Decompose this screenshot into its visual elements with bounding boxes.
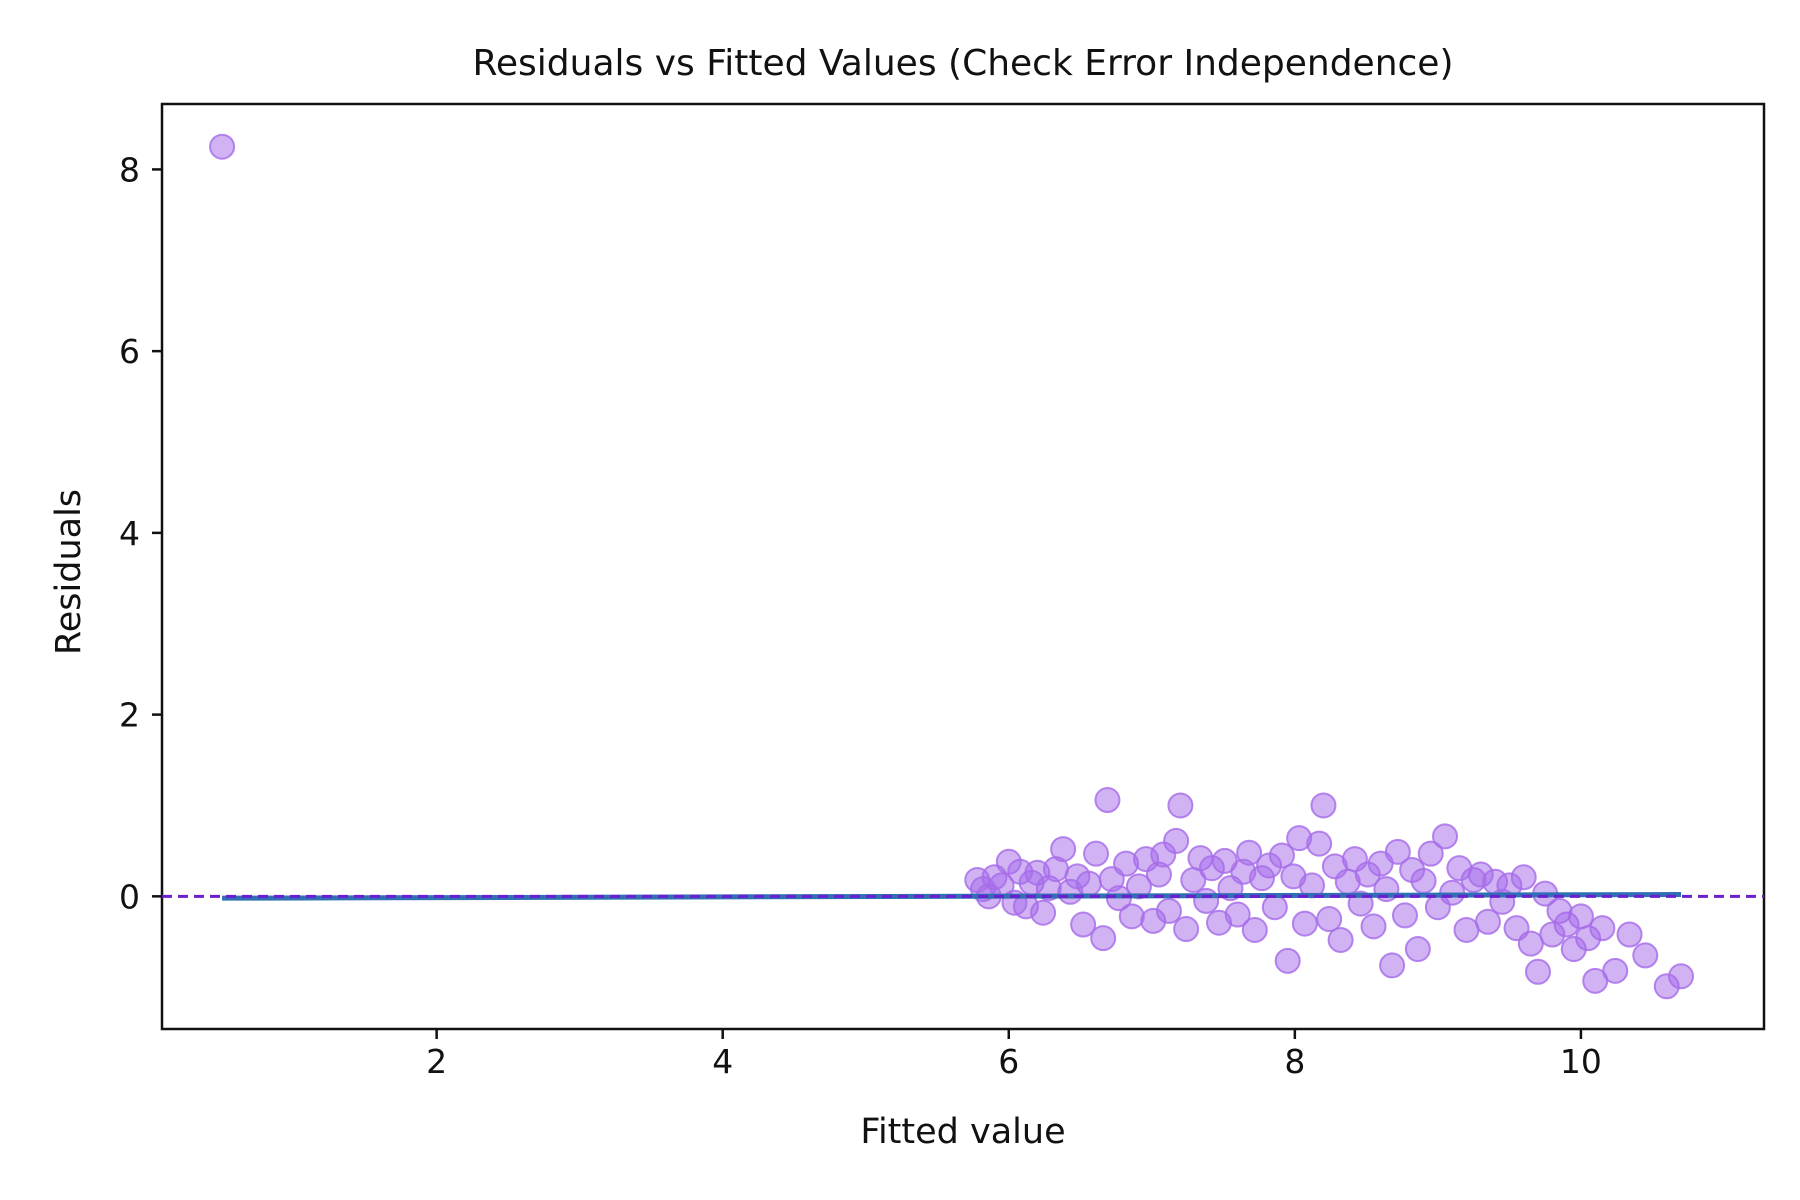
scatter-point-33 bbox=[1163, 827, 1190, 854]
scatter-point-50 bbox=[1268, 842, 1295, 869]
y-tick-label-3: 6 bbox=[119, 332, 140, 371]
x-tick-label-0: 2 bbox=[426, 1042, 447, 1081]
scatter-point-43 bbox=[1224, 901, 1251, 928]
scatter-point-100 bbox=[1616, 921, 1643, 948]
scatter-point-72 bbox=[1404, 936, 1431, 963]
scatter-point-60 bbox=[1327, 926, 1354, 953]
scatter-point-51 bbox=[1274, 947, 1301, 974]
scatter-point-89 bbox=[1525, 958, 1552, 985]
scatter-point-82 bbox=[1474, 908, 1501, 935]
scatter-point-70 bbox=[1391, 902, 1418, 929]
scatter-point-38 bbox=[1193, 887, 1220, 914]
scatter-point-0 bbox=[209, 133, 236, 160]
x-tick-label-1: 4 bbox=[712, 1042, 733, 1081]
x-axis-title: Fitted value bbox=[860, 1112, 1065, 1152]
scatter-point-32 bbox=[1155, 897, 1182, 924]
plot-frame bbox=[160, 102, 1766, 1031]
y-tick-label-1: 2 bbox=[119, 696, 140, 735]
scatter-point-15 bbox=[1050, 836, 1077, 863]
scatter-points bbox=[209, 133, 1695, 1000]
y-axis-title: Residuals bbox=[49, 489, 89, 655]
scatter-point-35 bbox=[1173, 916, 1200, 943]
scatter-point-18 bbox=[1070, 911, 1097, 938]
scatter-point-49 bbox=[1261, 894, 1288, 921]
x-tick-label-3: 8 bbox=[1284, 1042, 1305, 1081]
scatter-point-22 bbox=[1094, 787, 1121, 814]
scatter-point-88 bbox=[1517, 930, 1544, 957]
scatter-point-12 bbox=[1030, 899, 1057, 926]
scatter-point-76 bbox=[1432, 823, 1459, 850]
chart-title: Residuals vs Fitted Values (Check Error … bbox=[472, 43, 1453, 84]
scatter-point-103 bbox=[1668, 963, 1695, 990]
scatter-point-74 bbox=[1417, 840, 1444, 867]
y-tick-label-4: 8 bbox=[119, 150, 140, 189]
y-tick-label-0: 0 bbox=[119, 877, 140, 916]
scatter-point-57 bbox=[1310, 792, 1337, 819]
scatter-point-101 bbox=[1632, 942, 1659, 969]
scatter-point-68 bbox=[1379, 952, 1406, 979]
y-tick-label-2: 4 bbox=[119, 514, 140, 553]
scatter-point-20 bbox=[1083, 840, 1110, 867]
scatter-point-87 bbox=[1510, 864, 1537, 891]
scatter-point-56 bbox=[1306, 830, 1333, 857]
scatter-point-26 bbox=[1118, 903, 1145, 930]
x-tick-label-4: 10 bbox=[1560, 1042, 1602, 1081]
scatter-point-58 bbox=[1316, 906, 1343, 933]
scatter-point-73 bbox=[1410, 867, 1437, 894]
plot-layer: 2 4 6 8 10 0 2 4 6 8 bbox=[119, 102, 1766, 1081]
x-tick-label-2: 6 bbox=[998, 1042, 1019, 1081]
scatter-point-19 bbox=[1075, 870, 1102, 897]
scatter-point-95 bbox=[1567, 903, 1594, 930]
scatter-point-46 bbox=[1241, 916, 1268, 943]
scatter-point-98 bbox=[1589, 915, 1616, 942]
scatter-point-99 bbox=[1602, 957, 1629, 984]
scatter-point-65 bbox=[1360, 913, 1387, 940]
scatter-point-79 bbox=[1453, 916, 1480, 943]
scatter-point-21 bbox=[1090, 925, 1117, 952]
scatter-point-45 bbox=[1236, 839, 1263, 866]
scatter-point-69 bbox=[1384, 838, 1411, 865]
scatter-point-54 bbox=[1291, 910, 1318, 937]
scatter-point-34 bbox=[1167, 792, 1194, 819]
